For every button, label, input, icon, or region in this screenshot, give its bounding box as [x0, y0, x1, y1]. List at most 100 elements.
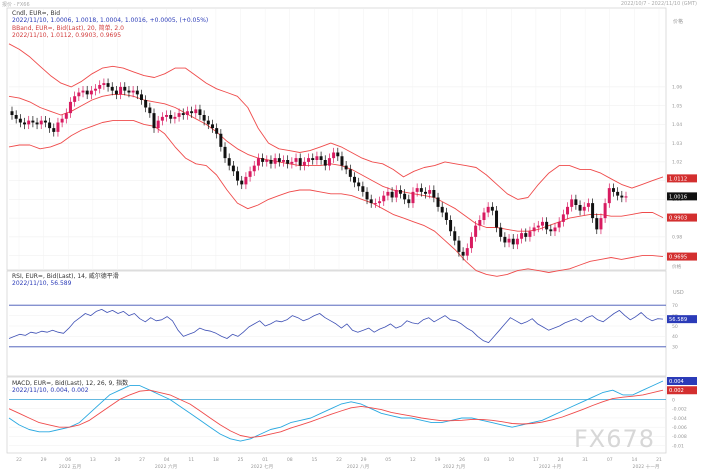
candle-bull — [64, 113, 68, 119]
macd-tick-label: -0.006 — [672, 425, 687, 431]
candle-bull — [131, 90, 135, 93]
candle-bear — [524, 233, 528, 237]
x-day-label: 06 — [65, 457, 71, 463]
candle-bull — [536, 225, 540, 228]
rsi-unit-label: USD — [673, 290, 684, 296]
candle-bear — [223, 146, 227, 159]
candle-bear — [227, 158, 231, 166]
rsi-tick-label: 40 — [672, 334, 678, 340]
candle-bear — [181, 113, 185, 115]
price-grid — [9, 9, 666, 270]
candle-bear — [35, 122, 39, 125]
candle-bear — [10, 111, 14, 115]
candle-bull — [185, 111, 189, 115]
x-day-label: 20 — [115, 457, 121, 463]
candle-bear — [311, 158, 315, 160]
x-day-label: 26 — [459, 457, 465, 463]
price-badge — [667, 252, 697, 261]
candle-bear — [261, 158, 265, 162]
window-top-bar: 报价 - FX66 2022/10/7 - 2022/11/10 (GMT) — [0, 0, 701, 8]
candle-bull — [281, 160, 285, 162]
fx678-watermark: FX678 — [574, 425, 656, 453]
macd-tick-label: -0.01 — [672, 443, 684, 449]
x-day-label: 12 — [410, 457, 416, 463]
candle-bear — [277, 158, 281, 162]
candlesticks — [10, 78, 628, 261]
price-tick-label: 1.03 — [672, 141, 682, 147]
candle-bull — [482, 212, 486, 220]
candle-bull — [294, 158, 298, 162]
rsi-tick-label: 30 — [672, 345, 678, 351]
candle-bear — [48, 122, 52, 129]
x-month-label: 2022 六月 — [155, 463, 177, 470]
candle-bear — [127, 90, 131, 93]
rsi-badge — [667, 315, 697, 324]
rsi-grid — [9, 304, 666, 348]
x-day-label: 18 — [213, 457, 219, 463]
bband-readout: 2022/11/10, 1.0112, 0.9903, 0.9695 — [12, 32, 122, 39]
candle-bull — [39, 120, 43, 125]
macd-tick-label: -0.004 — [672, 416, 687, 422]
x-day-label: 27 — [139, 457, 145, 463]
price-tick-label: 1.06 — [672, 85, 682, 91]
candle-bear — [210, 124, 214, 129]
candle-bull — [428, 190, 432, 194]
candle-bear — [449, 220, 453, 232]
x-month-label: 2022 五月 — [59, 464, 81, 470]
x-day-label: 08 — [287, 457, 293, 463]
candle-bear — [202, 115, 206, 121]
x-day-label: 14 — [631, 457, 637, 463]
candle-bull — [373, 203, 377, 205]
candle-bear — [365, 191, 369, 200]
candle-bear — [578, 205, 582, 211]
candle-bull — [599, 218, 603, 230]
macd-axis: 0.002 0 -0.002 -0.004 -0.006 -0.008 -0.01 0.004… — [667, 377, 697, 449]
macd-panel-title: MACD, EUR=, Bid(Last), 12, 26, 9, 指数 — [12, 380, 129, 387]
candle-bull — [248, 171, 252, 177]
candle-bull — [173, 116, 177, 119]
candle-bull — [603, 203, 607, 219]
candle-bear — [545, 221, 549, 230]
candle-bear — [407, 199, 411, 204]
candle-bull — [273, 158, 277, 164]
candle-bear — [432, 190, 436, 198]
candle-bear — [461, 251, 465, 256]
price-badge-label: 1.0016 — [669, 194, 687, 200]
rsi-axis: 706050403056.589 — [667, 303, 697, 351]
candle-bull — [302, 161, 306, 166]
price-panel-frame — [6, 7, 667, 271]
candle-bull — [624, 196, 628, 198]
candle-bull — [165, 115, 169, 117]
candle-bear — [591, 203, 595, 219]
candle-bear — [152, 113, 156, 129]
candle-bull — [474, 225, 478, 237]
candle-bull — [528, 231, 532, 237]
candle-bull — [486, 206, 490, 213]
candle-bull — [582, 206, 586, 211]
bband-upper-line — [8, 43, 664, 200]
x-day-label: 24 — [558, 457, 564, 463]
macd-tick-label: 0 — [672, 397, 675, 403]
price-tick-label: 1.02 — [672, 160, 682, 166]
macd-badge-label: 0.004 — [669, 379, 685, 385]
candle-bear — [240, 180, 244, 185]
candle-bear — [206, 120, 210, 125]
x-day-label: 29 — [361, 457, 367, 463]
candle-bear — [595, 218, 599, 230]
candle-bear — [18, 118, 22, 123]
candle-bull — [73, 96, 77, 102]
candle-bear — [219, 133, 223, 147]
candle-bear — [236, 171, 240, 181]
candle-bull — [469, 236, 473, 249]
price-tick-label: 1.05 — [672, 103, 682, 109]
candle-bear — [357, 182, 361, 187]
candle-bear — [574, 199, 578, 205]
candle-bear — [298, 158, 302, 166]
candle-bear — [43, 120, 47, 123]
candle-bull — [465, 248, 469, 256]
candle-bull — [256, 158, 260, 166]
candle-bear — [319, 156, 323, 160]
candle-bear — [269, 160, 273, 164]
x-day-label: 22 — [16, 457, 22, 463]
